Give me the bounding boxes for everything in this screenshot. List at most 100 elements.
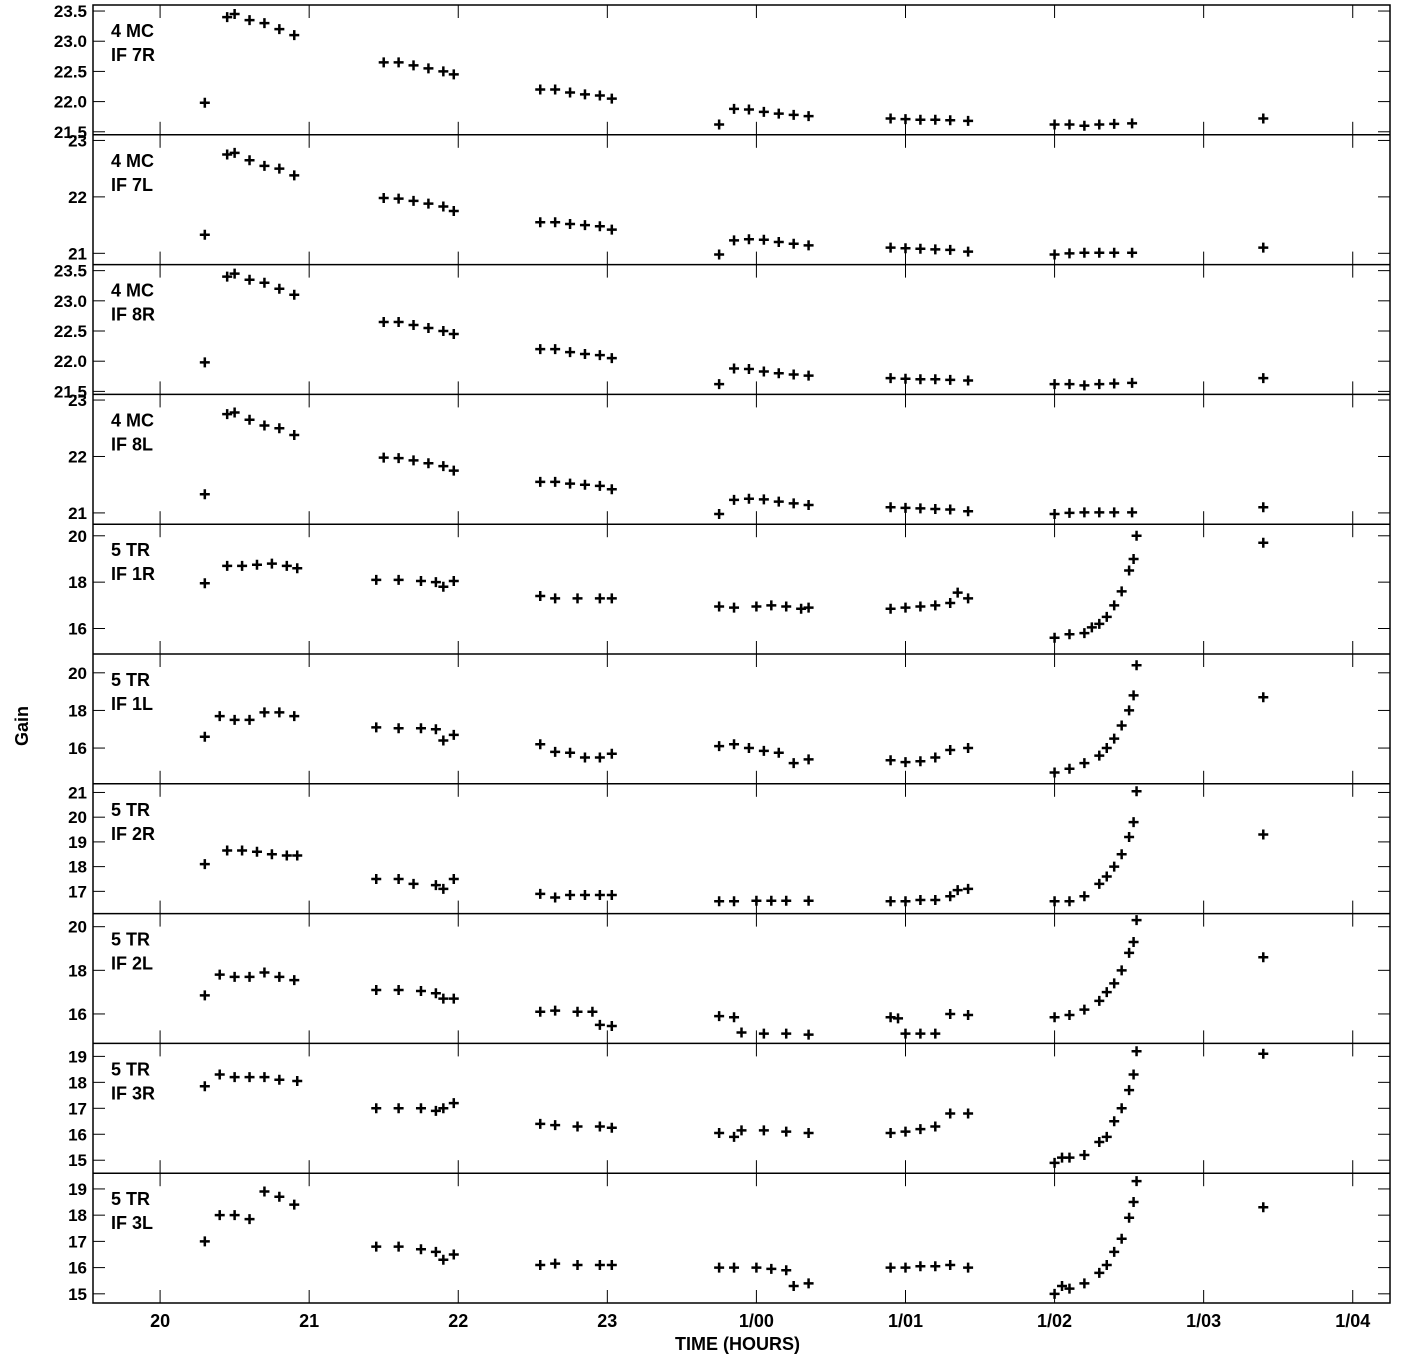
data-point [579, 348, 590, 359]
data-point [751, 895, 762, 906]
data-point [803, 895, 814, 906]
data-point [244, 971, 255, 982]
y-tick-label: 21 [68, 244, 87, 263]
y-tick-label: 18 [68, 573, 87, 592]
data-point [565, 747, 576, 758]
data-point [606, 1122, 617, 1133]
data-point [1127, 118, 1138, 129]
data-point [430, 1105, 441, 1116]
data-point [565, 347, 576, 358]
data-point [900, 896, 911, 907]
data-point [214, 1210, 225, 1221]
data-point [535, 739, 546, 750]
data-point [1116, 586, 1127, 597]
data-point [915, 756, 926, 767]
data-point [788, 758, 799, 769]
data-point [448, 1098, 459, 1109]
data-point [1101, 871, 1112, 882]
y-tick-label: 21 [68, 783, 87, 802]
data-point [408, 878, 419, 889]
data-point [572, 593, 583, 604]
data-point [535, 1118, 546, 1129]
x-tick-label: 22 [448, 1311, 468, 1331]
data-point [963, 593, 974, 604]
data-point [438, 581, 449, 592]
data-point [766, 1263, 777, 1274]
data-point [729, 1262, 740, 1273]
data-point [893, 1013, 904, 1024]
data-point [714, 119, 725, 130]
data-point [1258, 113, 1269, 124]
data-point [1094, 507, 1105, 518]
data-point [199, 578, 210, 589]
data-point [281, 850, 292, 861]
data-point [535, 888, 546, 899]
data-point [915, 895, 926, 906]
y-tick-label: 20 [68, 918, 87, 937]
data-point [758, 745, 769, 756]
data-point [550, 1258, 561, 1269]
data-point [1131, 786, 1142, 797]
data-point [430, 1246, 441, 1257]
data-point [408, 195, 419, 206]
data-point [714, 1127, 725, 1138]
data-point [963, 1108, 974, 1119]
data-point [448, 465, 459, 476]
data-point [729, 602, 740, 613]
y-tick-label: 18 [68, 858, 87, 877]
panel-if-label: IF 3L [111, 1213, 153, 1233]
data-point [758, 1028, 769, 1039]
data-point [1109, 507, 1120, 518]
data-point [606, 593, 617, 604]
data-point [393, 873, 404, 884]
data-point [606, 224, 617, 235]
data-point [1049, 249, 1060, 260]
data-point [803, 602, 814, 613]
y-tick-label: 21 [68, 504, 87, 523]
data-point [594, 221, 605, 232]
data-point [885, 113, 896, 124]
data-point [1109, 1116, 1120, 1127]
data-point [729, 363, 740, 374]
data-point [393, 574, 404, 585]
panel-if-label: IF 3R [111, 1083, 155, 1103]
data-point [729, 235, 740, 246]
data-point [229, 407, 240, 418]
data-point [1049, 896, 1060, 907]
data-point [1128, 1069, 1139, 1080]
data-point [758, 106, 769, 117]
data-point [781, 601, 792, 612]
data-point [1101, 1131, 1112, 1142]
data-point [714, 509, 725, 520]
data-point [803, 500, 814, 511]
data-point [788, 498, 799, 509]
data-point [199, 489, 210, 500]
data-point [945, 1108, 956, 1119]
data-point [229, 268, 240, 279]
data-point [1094, 379, 1105, 390]
data-point [448, 329, 459, 340]
data-point [1258, 537, 1269, 548]
data-point [423, 198, 434, 209]
data-point [393, 723, 404, 734]
data-point [244, 15, 255, 26]
data-point [900, 757, 911, 768]
data-point [565, 218, 576, 229]
data-point [930, 374, 941, 385]
data-point [915, 1028, 926, 1039]
y-tick-label: 17 [68, 1099, 87, 1118]
data-point [945, 744, 956, 755]
data-point [1101, 987, 1112, 998]
data-point [743, 743, 754, 754]
data-point [1064, 763, 1075, 774]
data-point [963, 1010, 974, 1021]
data-point [1124, 705, 1135, 716]
y-tick-label: 16 [68, 1259, 87, 1278]
data-point [1258, 829, 1269, 840]
data-point [244, 414, 255, 425]
data-point [963, 506, 974, 517]
data-point [423, 458, 434, 469]
data-point [1057, 1280, 1068, 1291]
data-point [714, 1262, 725, 1273]
x-tick-label: 1/00 [739, 1311, 774, 1331]
